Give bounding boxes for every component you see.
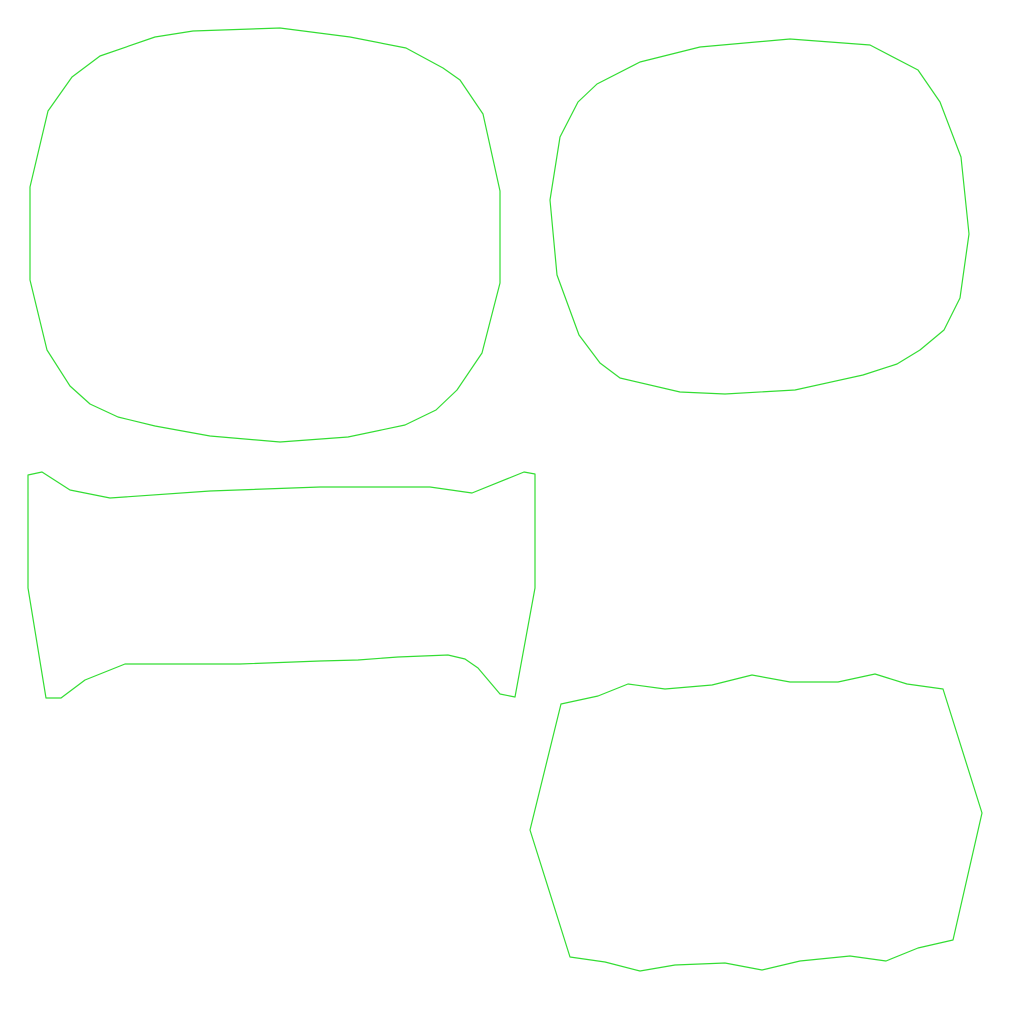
uv-shape-bottom-right bbox=[529, 673, 983, 972]
uv-shape-middle-left bbox=[27, 471, 536, 699]
uv-shape-top-left bbox=[29, 27, 501, 443]
uv-shape-top-right bbox=[549, 38, 970, 395]
